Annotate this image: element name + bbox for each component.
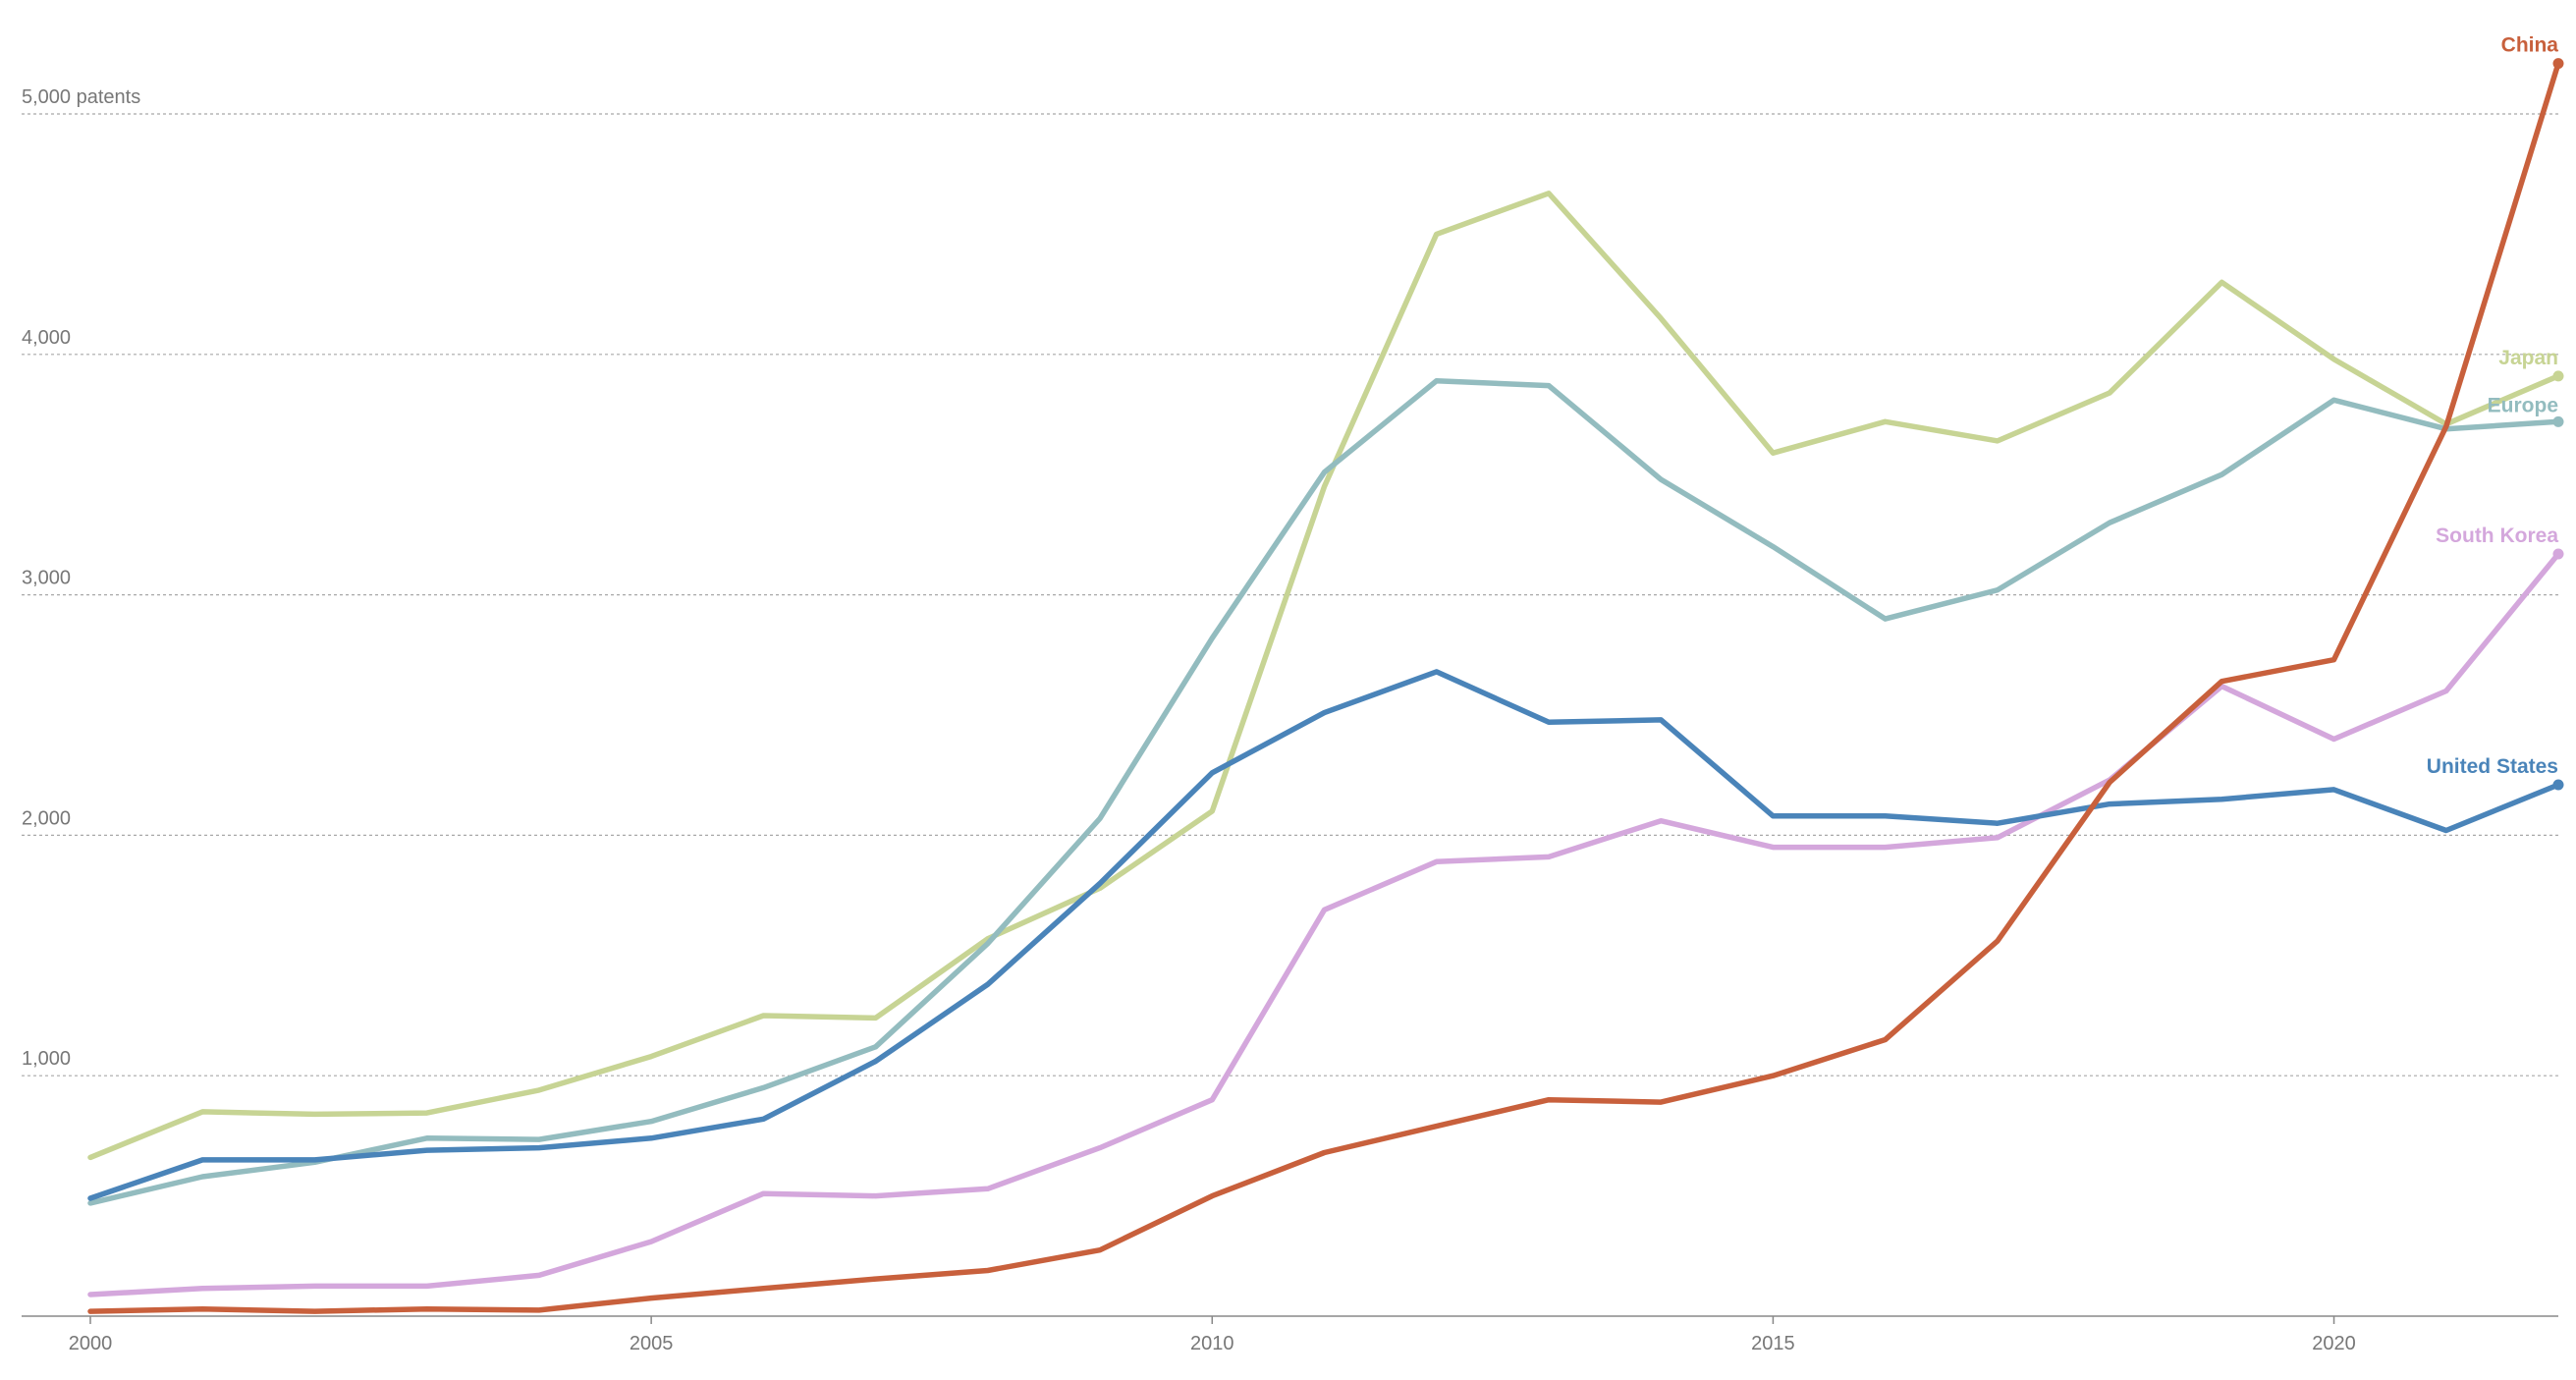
series-label-china: China bbox=[2501, 34, 2559, 57]
series-end-point-china bbox=[2552, 58, 2564, 70]
x-tick-label-2015: 2015 bbox=[1751, 1333, 1795, 1354]
series-labels: Japan Europe South Korea United States China bbox=[2427, 34, 2559, 778]
y-tick-label-5000: 5,000 patents bbox=[22, 86, 140, 108]
series-label-united-states: United States bbox=[2427, 755, 2558, 778]
x-tick-label-2010: 2010 bbox=[1190, 1333, 1234, 1354]
series-end-point-europe bbox=[2552, 415, 2564, 427]
series-line-europe bbox=[87, 377, 2561, 1206]
series-end-point-south-korea bbox=[2552, 548, 2564, 560]
y-axis-labels: 1,000 2,000 3,000 4,000 5,000 patents bbox=[22, 86, 140, 1070]
y-tick-label-1000: 1,000 bbox=[22, 1048, 71, 1070]
gridlines bbox=[22, 113, 2558, 1076]
series-line-china bbox=[87, 60, 2561, 1314]
series-end-point-united-states bbox=[2552, 779, 2564, 791]
series-label-japan: Japan bbox=[2498, 347, 2558, 369]
x-tick-label-2000: 2000 bbox=[69, 1333, 113, 1354]
x-tick-label-2020: 2020 bbox=[2312, 1333, 2356, 1354]
y-tick-label-3000: 3,000 bbox=[22, 568, 71, 589]
series-label-south-korea: South Korea bbox=[2436, 524, 2558, 547]
x-tick-label-2005: 2005 bbox=[630, 1333, 674, 1354]
series-lines bbox=[87, 58, 2564, 1314]
y-tick-label-4000: 4,000 bbox=[22, 327, 71, 349]
series-end-point-japan bbox=[2552, 370, 2564, 382]
series-line-united-states bbox=[87, 669, 2561, 1201]
y-tick-label-2000: 2,000 bbox=[22, 807, 71, 829]
x-axis-ticks: 2000 2005 2010 2015 2020 bbox=[69, 1316, 2356, 1354]
series-line-japan bbox=[87, 191, 2561, 1161]
series-label-europe: Europe bbox=[2488, 394, 2558, 416]
series-line-south-korea bbox=[87, 551, 2561, 1297]
